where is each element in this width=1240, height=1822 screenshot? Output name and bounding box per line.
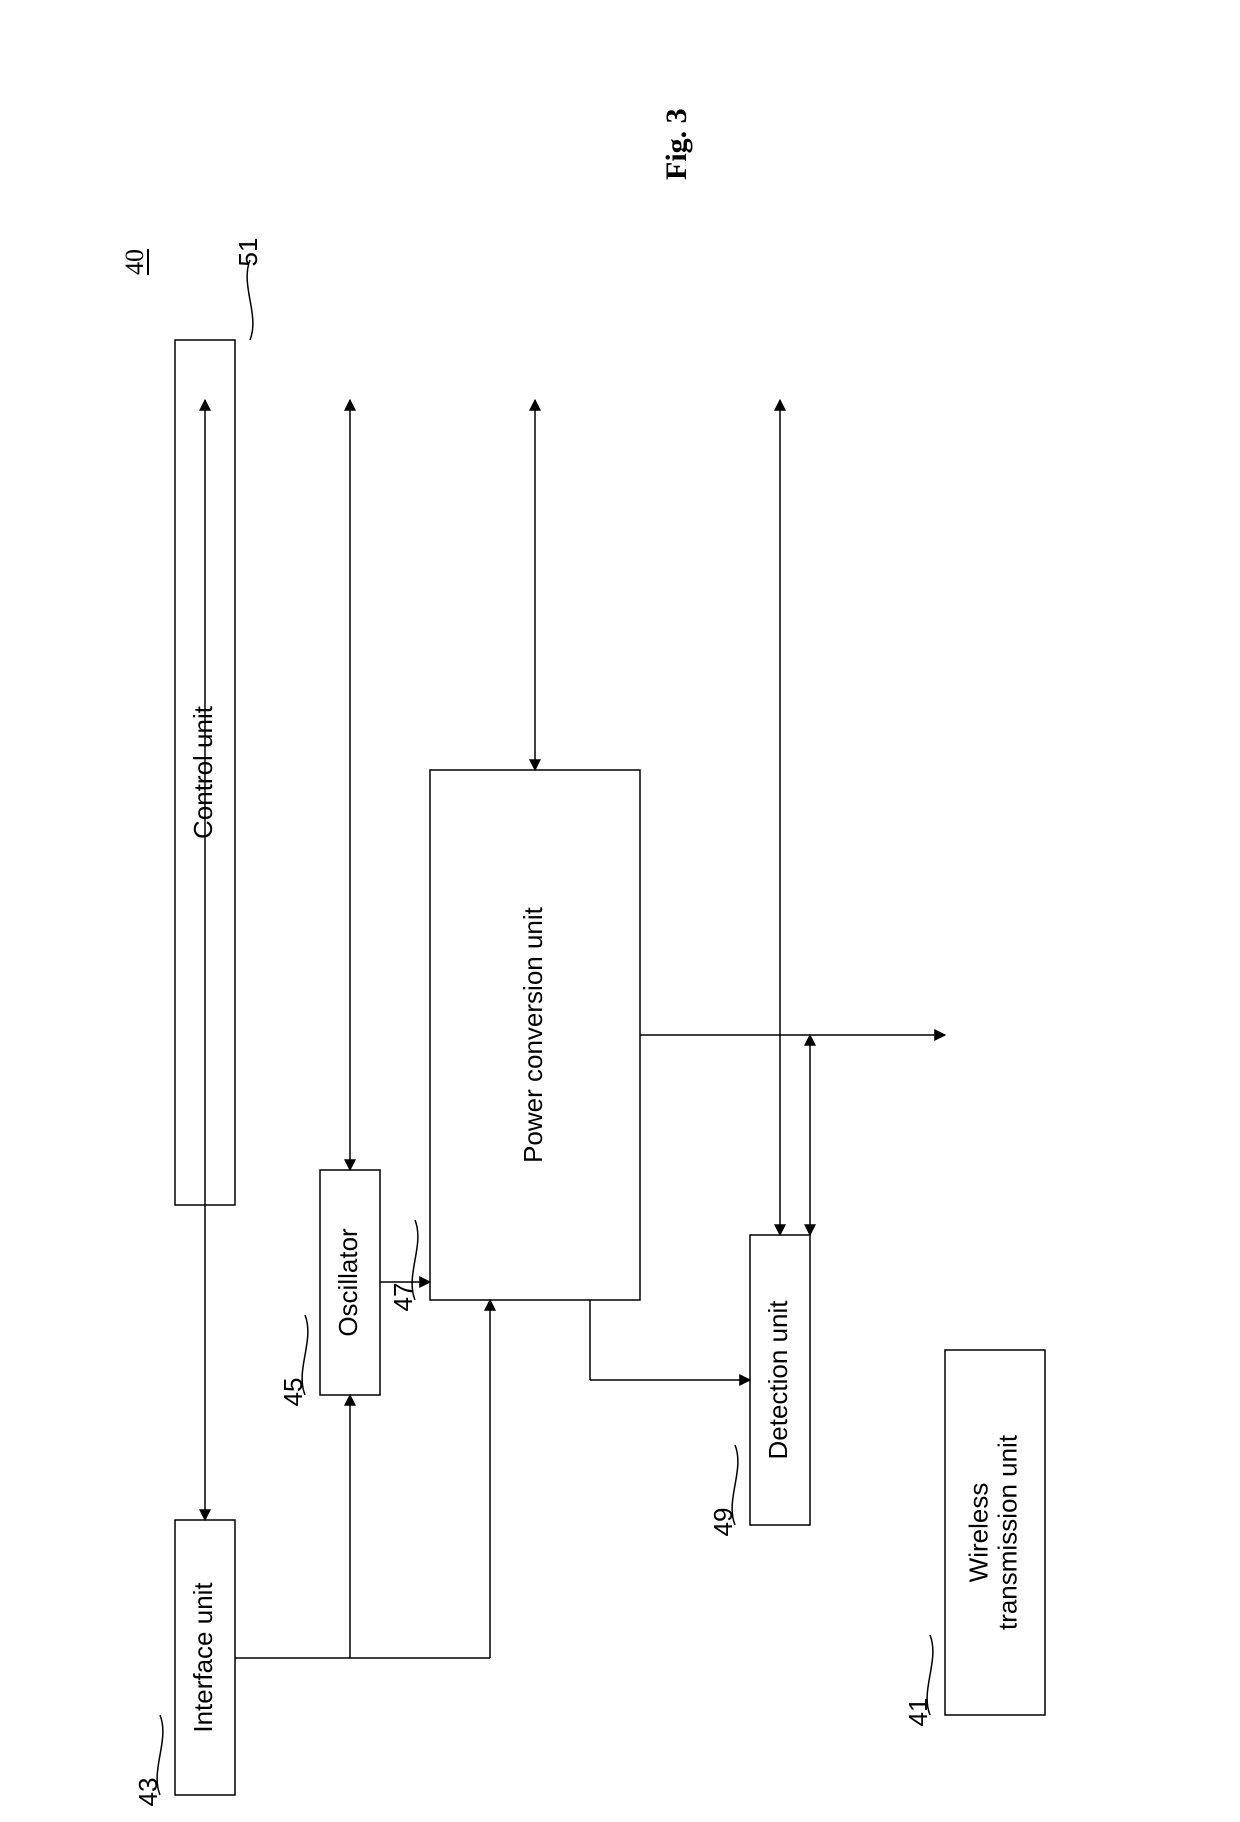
node-label-control: Control unit <box>188 705 218 839</box>
figure-title: Fig. 3 <box>660 108 694 180</box>
lead-51 <box>247 260 253 340</box>
figure-title-text: Fig. 3 <box>660 108 693 180</box>
node-label-wireless: Wirelesstransmission unit <box>964 1434 1023 1630</box>
ref-label-detection: 49 <box>708 1508 738 1537</box>
node-label-interface: Interface unit <box>188 1582 218 1733</box>
ref-label-power: 47 <box>388 1283 418 1312</box>
block-label-40: 40 <box>120 249 150 275</box>
page: Interface unit Oscillator Power conversion… <box>0 0 1240 1822</box>
node-label-detection: Detection unit <box>763 1300 793 1460</box>
node-label-power: Power conversion unit <box>518 906 548 1163</box>
ref-label-control: 51 <box>233 238 263 267</box>
node-label-oscillator: Oscillator <box>333 1228 363 1337</box>
ref-label-interface: 43 <box>133 1778 163 1807</box>
diagram-svg: Interface unit Oscillator Power conversion… <box>0 0 1240 1822</box>
ref-label-wireless: 41 <box>903 1698 933 1727</box>
ref-label-oscillator: 45 <box>278 1378 308 1407</box>
block-label-40-text: 40 <box>120 249 149 275</box>
